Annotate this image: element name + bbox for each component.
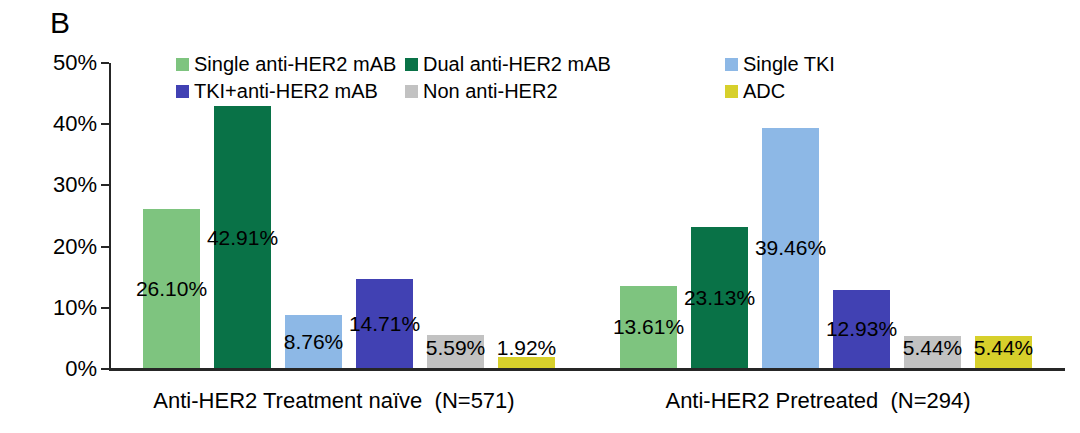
legend-item-single-tki[interactable]: Single TKI <box>725 52 835 76</box>
legend-label: TKI+anti-HER2 mAB <box>194 79 378 103</box>
y-axis-tick <box>101 307 109 309</box>
legend-swatch-icon <box>405 85 418 98</box>
y-axis-tick <box>101 246 109 248</box>
legend-swatch-icon <box>176 85 189 98</box>
bar-value-label: 42.91% <box>183 226 303 250</box>
y-axis-tick-label: 50% <box>27 51 97 75</box>
y-axis-tick-label: 0% <box>27 357 97 381</box>
legend-swatch-icon <box>176 58 189 71</box>
legend-swatch-icon <box>405 58 418 71</box>
bar-value-label: 5.44% <box>944 336 1064 360</box>
legend-swatch-icon <box>725 85 738 98</box>
legend-item-single-anti-her2-mab[interactable]: Single anti-HER2 mAB <box>176 52 396 76</box>
legend-label: Dual anti-HER2 mAB <box>423 52 611 76</box>
legend-label: Single TKI <box>743 52 835 76</box>
bar-value-label: 39.46% <box>731 236 851 260</box>
legend-item-adc[interactable]: ADC <box>725 79 785 103</box>
legend-label: Single anti-HER2 mAB <box>194 52 396 76</box>
y-axis-tick <box>101 368 109 370</box>
y-axis-line <box>109 63 111 371</box>
legend-swatch-icon <box>725 58 738 71</box>
x-axis-line <box>109 368 1065 371</box>
bar-value-label: 1.92% <box>467 336 587 360</box>
category-label: Anti-HER2 Treatment naïve (N=571) <box>153 388 514 414</box>
legend-label: Non anti-HER2 <box>423 79 558 103</box>
y-axis-tick <box>101 62 109 64</box>
legend-item-non-anti-her2[interactable]: Non anti-HER2 <box>405 79 558 103</box>
bar-value-label: 14.71% <box>325 312 445 336</box>
y-axis-tick-label: 30% <box>27 173 97 197</box>
legend-item-dual-anti-her2-mab[interactable]: Dual anti-HER2 mAB <box>405 52 611 76</box>
y-axis-tick-label: 20% <box>27 235 97 259</box>
y-axis-tick <box>101 184 109 186</box>
legend-label: ADC <box>743 79 785 103</box>
category-label: Anti-HER2 Pretreated (N=294) <box>665 388 970 414</box>
legend-item-tki-anti-her2-mab[interactable]: TKI+anti-HER2 mAB <box>176 79 378 103</box>
y-axis-tick-label: 40% <box>27 112 97 136</box>
y-axis-tick-label: 10% <box>27 296 97 320</box>
y-axis-tick <box>101 123 109 125</box>
bar-chart-figure: B 0%10%20%30%40%50%26.10%13.61%42.91%23.… <box>0 0 1080 433</box>
